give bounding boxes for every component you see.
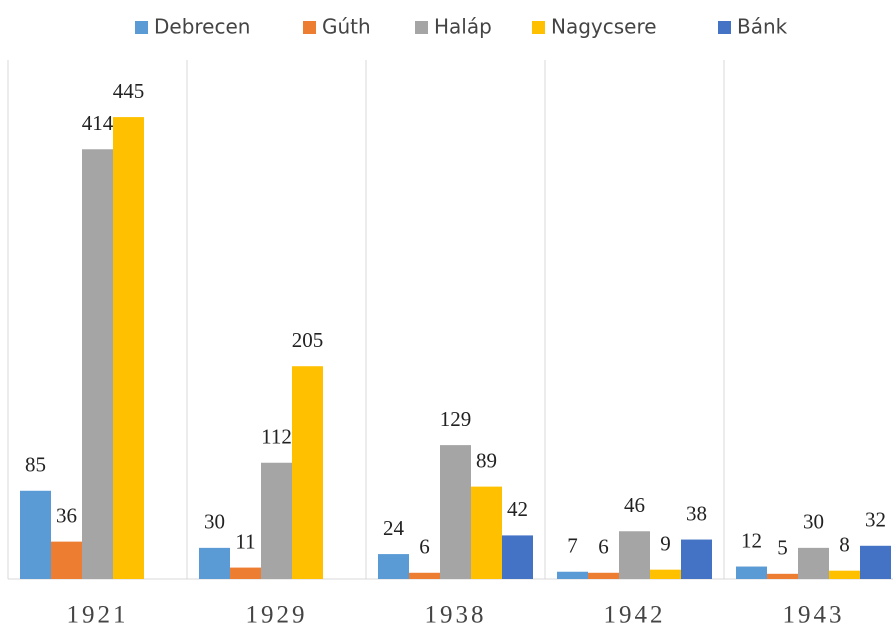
legend-label: Haláp	[434, 15, 492, 39]
legend-swatch	[303, 21, 316, 34]
bar	[650, 569, 681, 579]
data-label: 46	[624, 493, 645, 517]
data-label: 24	[383, 516, 405, 540]
data-label: 42	[507, 497, 528, 521]
data-label: 112	[261, 425, 292, 449]
bar	[409, 572, 440, 579]
bar	[557, 571, 588, 579]
bar	[767, 573, 798, 579]
bar	[261, 462, 292, 579]
data-label: 12	[741, 528, 762, 552]
data-label: 38	[686, 501, 707, 525]
data-label: 30	[204, 510, 225, 534]
legend-swatch	[532, 21, 545, 34]
bar	[82, 149, 113, 579]
bar	[292, 366, 323, 579]
bar	[860, 545, 891, 579]
data-label: 85	[25, 453, 46, 477]
bar	[199, 547, 230, 579]
bar	[619, 531, 650, 579]
bar	[440, 445, 471, 579]
data-label: 11	[235, 529, 255, 553]
data-label: 30	[803, 510, 824, 534]
data-label: 36	[56, 503, 77, 527]
legend-label: Nagycsere	[551, 15, 657, 39]
data-label: 32	[865, 508, 886, 532]
data-label: 129	[440, 407, 472, 431]
data-label: 205	[292, 328, 324, 352]
bar	[588, 572, 619, 579]
data-label: 7	[567, 534, 578, 558]
data-label: 414	[82, 111, 114, 135]
bar	[230, 567, 261, 579]
data-label: 9	[660, 531, 671, 555]
bar	[829, 570, 860, 579]
x-tick-label: 1942	[604, 602, 666, 629]
data-label: 5	[777, 536, 788, 560]
legend-swatch	[135, 21, 148, 34]
bar	[20, 490, 51, 579]
data-label: 8	[839, 533, 850, 557]
x-tick-label: 1938	[425, 602, 487, 629]
legend-label: Bánk	[737, 15, 788, 39]
legend-swatch	[415, 21, 428, 34]
bar	[113, 117, 144, 579]
data-label: 6	[419, 535, 430, 559]
data-label: 445	[113, 79, 145, 103]
x-tick-label: 1929	[246, 602, 308, 629]
bar	[471, 486, 502, 579]
data-label: 6	[598, 535, 609, 559]
bar	[681, 539, 712, 579]
bar	[378, 554, 409, 579]
bar	[798, 547, 829, 579]
legend-swatch	[718, 21, 731, 34]
bar	[736, 566, 767, 579]
x-tick-label: 1921	[67, 602, 129, 629]
legend-label: Gúth	[322, 15, 371, 39]
x-tick-label: 1943	[783, 602, 845, 629]
bar	[502, 535, 533, 579]
legend-label: Debrecen	[154, 15, 250, 39]
bar	[51, 541, 82, 579]
data-label: 89	[476, 448, 497, 472]
